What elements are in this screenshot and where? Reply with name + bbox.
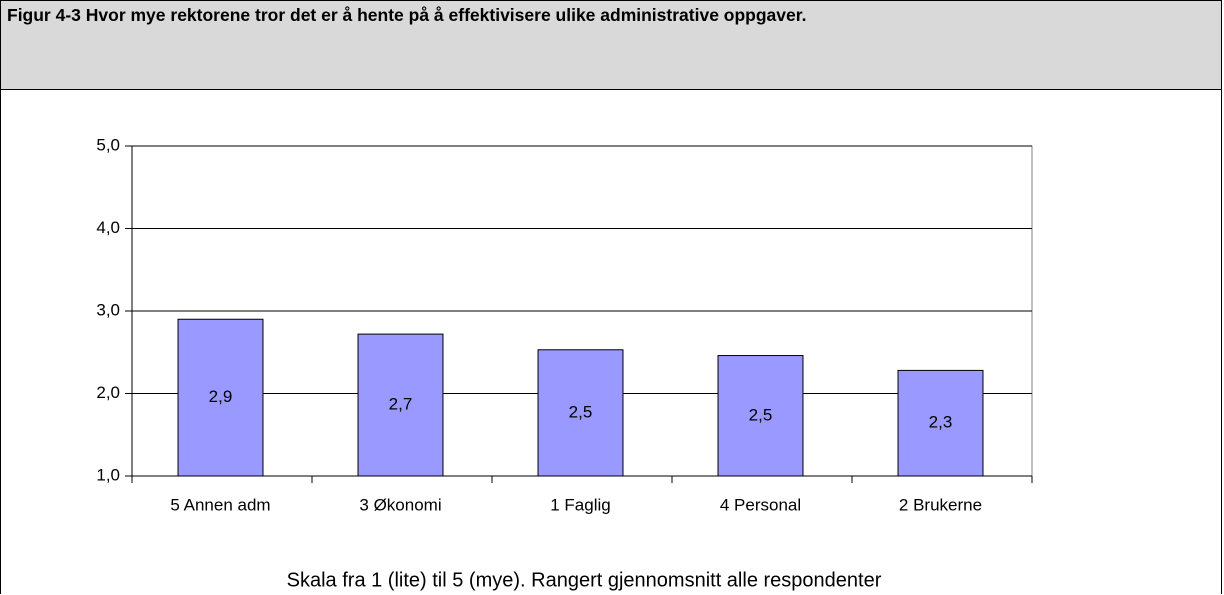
value-label: 2,9 (209, 387, 233, 406)
y-tick-label: 1,0 (96, 465, 120, 484)
bar (897, 369, 984, 477)
bar (537, 349, 624, 477)
y-tick-label: 4,0 (96, 218, 120, 237)
bar (717, 355, 804, 477)
value-label: 2,5 (569, 402, 593, 421)
y-tick-label: 5,0 (96, 135, 120, 154)
caption: Skala fra 1 (lite) til 5 (mye). Rangert … (287, 569, 882, 591)
bar (357, 333, 444, 477)
value-label: 2,7 (389, 395, 413, 414)
x-tick-label: 5 Annen adm (170, 495, 270, 514)
value-label: 2,5 (749, 405, 773, 424)
value-label: 2,3 (929, 413, 953, 432)
x-tick-label: 1 Faglig (550, 495, 610, 514)
x-tick-label: 4 Personal (720, 495, 801, 514)
chart-title: Figur 4-3 Hvor mye rektorene tror det er… (7, 5, 807, 25)
figure-header: Figur 4-3 Hvor mye rektorene tror det er… (1, 1, 1221, 90)
y-tick-label: 2,0 (96, 383, 120, 402)
y-tick-label: 3,0 (96, 300, 120, 319)
bar (177, 318, 264, 477)
x-tick-label: 2 Brukerne (899, 495, 982, 514)
x-tick-label: 3 Økonomi (359, 495, 441, 514)
